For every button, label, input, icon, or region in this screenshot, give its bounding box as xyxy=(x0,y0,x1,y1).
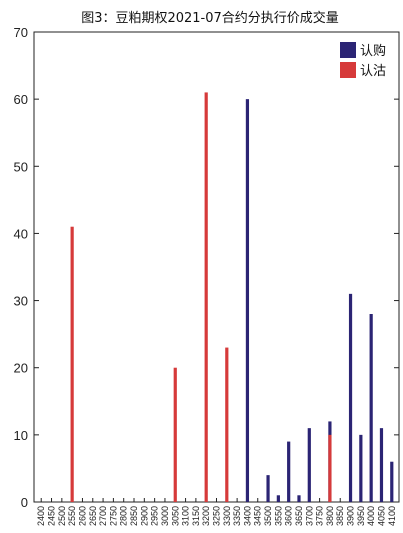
call-bar xyxy=(348,293,353,502)
legend-swatch xyxy=(340,42,356,58)
put-bar xyxy=(173,367,177,502)
x-tick-label: 3050 xyxy=(170,506,180,526)
call-bar xyxy=(287,441,291,502)
x-tick-label: 3750 xyxy=(315,506,325,526)
x-tick-label: 2900 xyxy=(139,506,149,526)
x-tick-label: 3850 xyxy=(335,506,345,526)
x-tick-label: 3350 xyxy=(232,506,242,526)
x-tick-label: 2800 xyxy=(119,506,129,526)
y-tick-label: 70 xyxy=(14,25,28,40)
x-tick-label: 2700 xyxy=(98,506,108,526)
y-tick-label: 50 xyxy=(14,159,28,174)
call-bar xyxy=(245,99,250,503)
x-tick-label: 3100 xyxy=(181,506,191,526)
call-bar xyxy=(297,495,301,502)
x-tick-label: 3300 xyxy=(222,506,232,526)
x-tick-label: 2600 xyxy=(77,506,87,526)
x-tick-label: 4100 xyxy=(387,506,397,526)
legend-label: 认购 xyxy=(360,43,386,59)
y-tick-label: 20 xyxy=(14,361,28,376)
x-tick-label: 4050 xyxy=(376,506,386,526)
x-tick-label: 3600 xyxy=(284,506,294,526)
x-tick-label: 2850 xyxy=(129,506,139,526)
x-tick-label: 2750 xyxy=(108,506,118,526)
put-bar xyxy=(225,347,229,502)
put-bar xyxy=(328,434,332,502)
y-tick-label: 10 xyxy=(14,428,28,443)
call-bar xyxy=(266,475,270,502)
x-tick-label: 4000 xyxy=(366,506,376,526)
x-tick-label: 2400 xyxy=(36,506,46,526)
x-tick-label: 3700 xyxy=(304,506,314,526)
legend-swatch xyxy=(340,62,356,78)
y-tick-label: 30 xyxy=(14,294,28,309)
call-bar xyxy=(379,428,384,502)
y-tick-label: 40 xyxy=(14,226,28,241)
x-tick-label: 2450 xyxy=(47,506,57,526)
x-tick-label: 2950 xyxy=(150,506,160,526)
put-bar xyxy=(70,226,74,502)
x-tick-label: 3650 xyxy=(294,506,304,526)
call-bar xyxy=(276,495,280,502)
x-tick-label: 3800 xyxy=(325,506,335,526)
call-bar xyxy=(369,314,373,502)
x-tick-label: 2550 xyxy=(67,506,77,526)
y-tick-label: 60 xyxy=(14,92,28,107)
x-tick-label: 3950 xyxy=(356,506,366,526)
x-tick-label: 2650 xyxy=(88,506,98,526)
x-tick-label: 3400 xyxy=(242,506,252,526)
put-bar xyxy=(204,92,208,502)
call-bar xyxy=(390,461,394,502)
x-tick-label: 3450 xyxy=(253,506,263,526)
call-bar xyxy=(359,434,363,502)
call-bar xyxy=(307,428,311,502)
legend-label: 认沽 xyxy=(360,64,386,79)
plot-area xyxy=(33,31,400,503)
x-axis: 2400 2450 2500 2550 2600 2650 2700 2750 2800 2850… xyxy=(36,498,397,526)
x-tick-label: 3200 xyxy=(201,506,211,526)
y-axis: 0 10 20 30 40 50 60 70 xyxy=(14,25,399,510)
y-tick-label: 0 xyxy=(21,495,28,510)
x-tick-label: 3000 xyxy=(160,506,170,526)
plot-frame xyxy=(33,31,400,503)
bar-series xyxy=(70,92,394,503)
x-tick-label: 3150 xyxy=(191,506,201,526)
x-tick-label: 2500 xyxy=(57,506,67,526)
x-tick-label: 3250 xyxy=(212,506,222,526)
x-tick-label: 3550 xyxy=(273,506,283,526)
x-tick-label: 3900 xyxy=(346,506,356,526)
chart-title: 图3：豆粕期权2021-07合约分执行价成交量 xyxy=(81,10,339,26)
x-tick-label: 3500 xyxy=(263,506,273,526)
